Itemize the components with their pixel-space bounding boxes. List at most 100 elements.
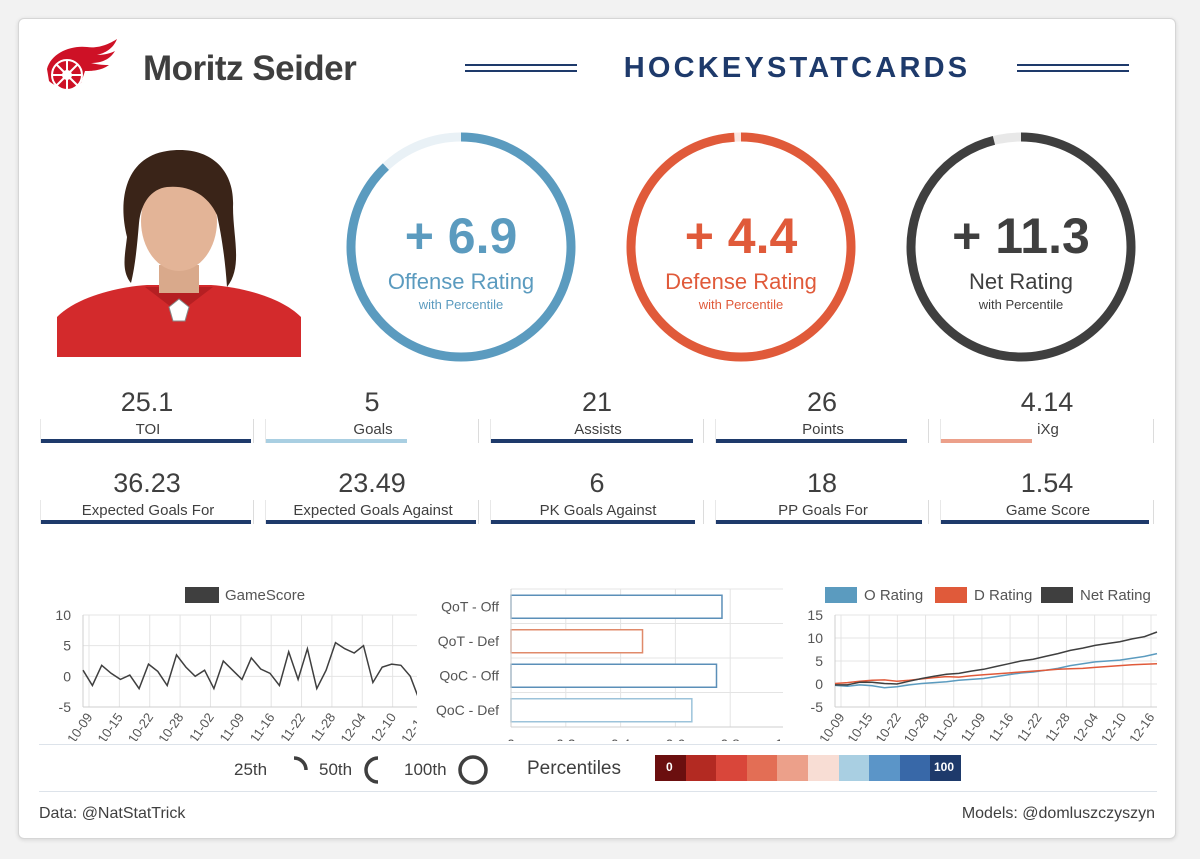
- x-tick-label: 10-28: [901, 710, 932, 741]
- legend-50th-label: 50th: [319, 760, 353, 779]
- stat-label: Expected Goals For: [81, 502, 215, 519]
- x-tick-label: 11-09: [958, 710, 989, 741]
- y-tick-label: 10: [55, 607, 71, 623]
- percentile-scale-cell: [808, 755, 839, 781]
- red-wings-wheel-logo-icon: [47, 39, 117, 91]
- offense-rating-label: Offense Rating: [387, 269, 535, 294]
- stat-box: Expected Goals For: [40, 500, 254, 524]
- divider-top: [39, 744, 1157, 745]
- stat-value: 23.49: [338, 468, 406, 498]
- stat-percentile-bar: [716, 439, 908, 443]
- bar-qoc-def: [510, 698, 693, 723]
- offense-rating-value: + 6.9: [404, 208, 518, 264]
- legend-swatch-net-rating: [1041, 587, 1073, 603]
- category-label: QoT - Def: [438, 633, 499, 649]
- x-tick-label: 0.4: [611, 736, 631, 741]
- defense-ring-graphic: [626, 132, 856, 362]
- percentile-scale-cell: [685, 755, 717, 781]
- stat-percentile-bar: [266, 520, 476, 524]
- category-label: QoT - Off: [441, 598, 499, 614]
- series-line-o-rating: [834, 652, 1158, 689]
- x-tick-label: 11-22: [277, 710, 308, 741]
- stat-tile-pp-goals-for: 18 PP Goals For: [715, 466, 929, 524]
- stat-percentile-bar: [41, 439, 251, 443]
- stat-tile-points: 26 Points: [715, 385, 929, 443]
- x-tick-label: 11-02: [929, 710, 960, 741]
- model-credit: Models: @domluszczyszyn: [961, 805, 1155, 822]
- stat-tile-ixg: 4.14 iXg: [940, 385, 1154, 443]
- scale-min-label: 0: [666, 760, 673, 774]
- percentile-scale-cell: [930, 755, 962, 781]
- x-tick-label: 0: [507, 736, 515, 741]
- x-tick-label: 12-16: [1126, 710, 1157, 741]
- stat-label: Points: [802, 421, 844, 438]
- category-label: QoC - Off: [439, 667, 499, 683]
- x-tick-label: 11-22: [1014, 710, 1045, 741]
- defense-rating-sub: with Percentile: [698, 297, 784, 312]
- stat-box: Assists: [490, 419, 704, 443]
- stat-box: Goals: [265, 419, 479, 443]
- net-rating-sub: with Percentile: [978, 297, 1064, 312]
- series-line-net-rating: [835, 631, 1158, 686]
- x-tick-label: 1.0: [775, 736, 783, 741]
- stat-box: TOI: [40, 419, 254, 443]
- stat-percentile-bar: [716, 520, 922, 524]
- x-tick-label: 12-10: [1098, 710, 1129, 741]
- stat-tile-expected-goals-against: 23.49 Expected Goals Against: [265, 466, 479, 524]
- net-rating-ring: + 11.3 Net Rating with Percentile: [901, 127, 1141, 367]
- x-tick-label: 11-16: [986, 710, 1017, 741]
- y-tick-label: 5: [63, 638, 71, 654]
- x-tick-label: 11-16: [247, 710, 278, 741]
- stat-label: iXg: [1037, 421, 1059, 438]
- offense-rating-ring: + 6.9 Offense Rating with Percentile: [341, 127, 581, 367]
- stat-percentile-bar: [941, 439, 1033, 443]
- brand-rule-right: [1017, 64, 1129, 72]
- x-tick-label: 0.2: [556, 736, 576, 741]
- stat-tile-expected-goals-for: 36.23 Expected Goals For: [40, 466, 254, 524]
- legend-label-d-rating: D Rating: [974, 587, 1032, 604]
- player-name: Moritz Seider: [143, 49, 357, 88]
- net-rating-value: + 11.3: [952, 208, 1090, 264]
- net-ring-arc: [906, 132, 1136, 362]
- net-ring-graphic: [906, 132, 1136, 362]
- series-line-d-rating: [834, 663, 1158, 685]
- stat-label: PP Goals For: [778, 502, 868, 519]
- x-tick-label: 11-09: [216, 710, 247, 741]
- stat-box: PK Goals Against: [490, 500, 704, 524]
- stat-box: PP Goals For: [715, 500, 929, 524]
- brand-rule-left: [465, 64, 577, 72]
- stat-percentile-bar: [41, 520, 251, 524]
- y-tick-label: 10: [807, 630, 823, 646]
- stat-percentile-bar: [491, 520, 695, 524]
- scale-max-label: 100: [934, 760, 955, 774]
- x-tick-label: 10-22: [872, 710, 903, 741]
- divider-bottom: [39, 791, 1157, 792]
- offense-rating-sub: with Percentile: [418, 297, 504, 312]
- quality-bar-chart: 0 0.2 0.4 0.6 0.8 1.0 QoT - Off QoT - Def QoC - …: [436, 588, 783, 741]
- x-tick-label: 0.6: [666, 736, 686, 741]
- stat-box: iXg: [940, 419, 1154, 443]
- legend-label-net-rating: Net Rating: [1080, 587, 1151, 604]
- x-tick-label: 12-04: [337, 710, 368, 741]
- x-tick-label: 0.8: [720, 736, 740, 741]
- brand-title: HOCKEYSTATCARDS: [623, 52, 971, 84]
- x-tick-label: 11-28: [308, 710, 339, 741]
- y-tick-label: 5: [815, 653, 823, 669]
- stat-value: 1.54: [1020, 468, 1074, 498]
- ratings-line-chart: O Rating D Rating Net Rating151050-510-091…: [807, 587, 1158, 741]
- stat-percentile-bar: [491, 439, 693, 443]
- data-credit: Data: @NatStatTrick: [39, 805, 186, 822]
- percentile-color-scale: 0 100: [655, 755, 962, 781]
- stat-tile-goals: 5 Goals: [265, 385, 479, 443]
- stat-label: TOI: [135, 421, 161, 438]
- percentile-scale-cell: [777, 755, 809, 781]
- ring-100th-icon: [458, 755, 488, 785]
- net-rating-label: Net Rating: [969, 269, 1073, 294]
- stat-value: 21: [581, 387, 613, 417]
- legend-swatch-o-rating: [825, 587, 857, 603]
- legend-label-o-rating: O Rating: [864, 587, 923, 604]
- percentile-scale-cell: [655, 755, 686, 781]
- defense-rating-ring: + 4.4 Defense Rating with Percentile: [621, 127, 861, 367]
- legend-100th-label: 100th: [404, 760, 447, 779]
- percentile-scale-cell: [869, 755, 901, 781]
